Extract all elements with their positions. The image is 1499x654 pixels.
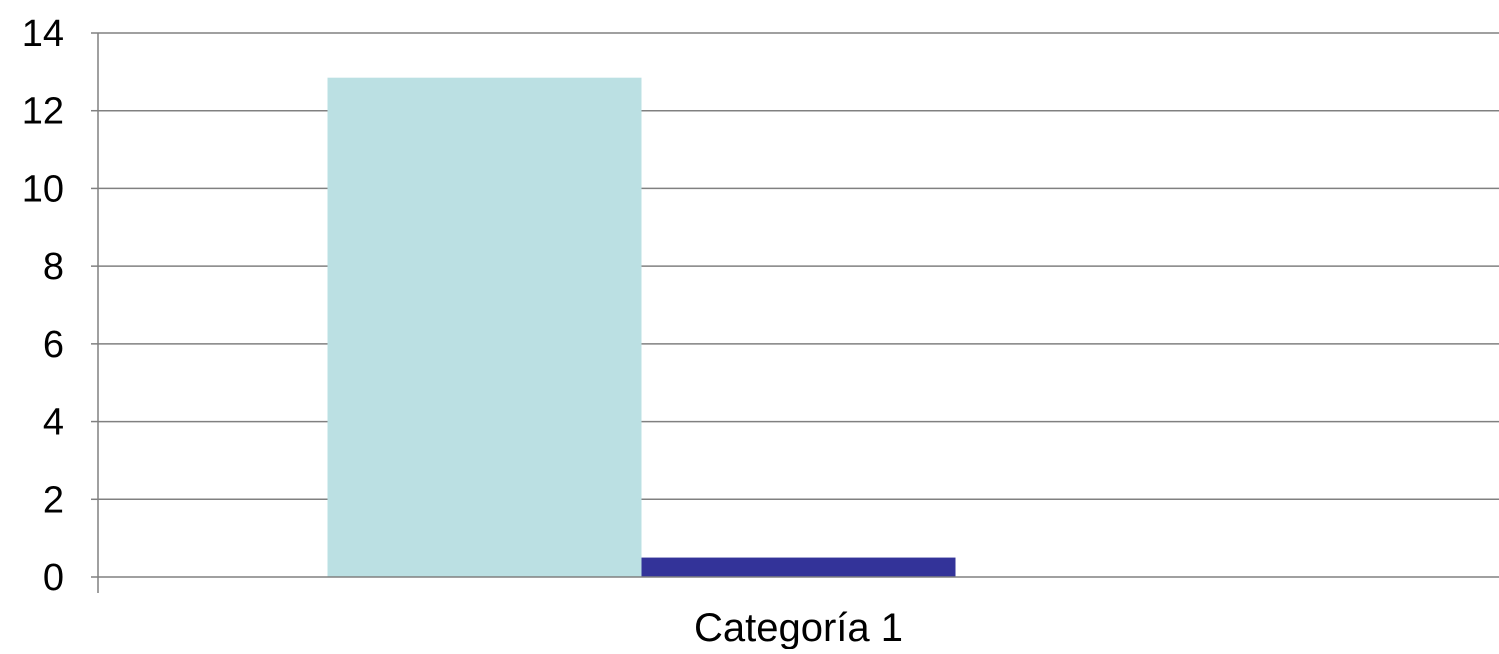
bar bbox=[641, 557, 956, 577]
y-tick-label: 6 bbox=[43, 324, 64, 366]
y-tick-label: 8 bbox=[43, 246, 64, 288]
y-tick-label: 14 bbox=[22, 13, 64, 55]
gridlines bbox=[98, 32, 1499, 501]
bar bbox=[327, 77, 642, 577]
tick-labels: 0 2 4 6 8 10 12 14 Categoría 1 bbox=[22, 13, 903, 650]
axes bbox=[91, 32, 1499, 593]
y-tick-label: 10 bbox=[22, 168, 64, 210]
y-tick-label: 12 bbox=[22, 91, 64, 133]
bars bbox=[327, 77, 956, 577]
y-tick-label: 2 bbox=[43, 479, 64, 521]
y-tick-label: 0 bbox=[43, 557, 64, 599]
x-tick-label: Categoría 1 bbox=[694, 606, 903, 649]
y-tick-label: 4 bbox=[43, 402, 64, 444]
